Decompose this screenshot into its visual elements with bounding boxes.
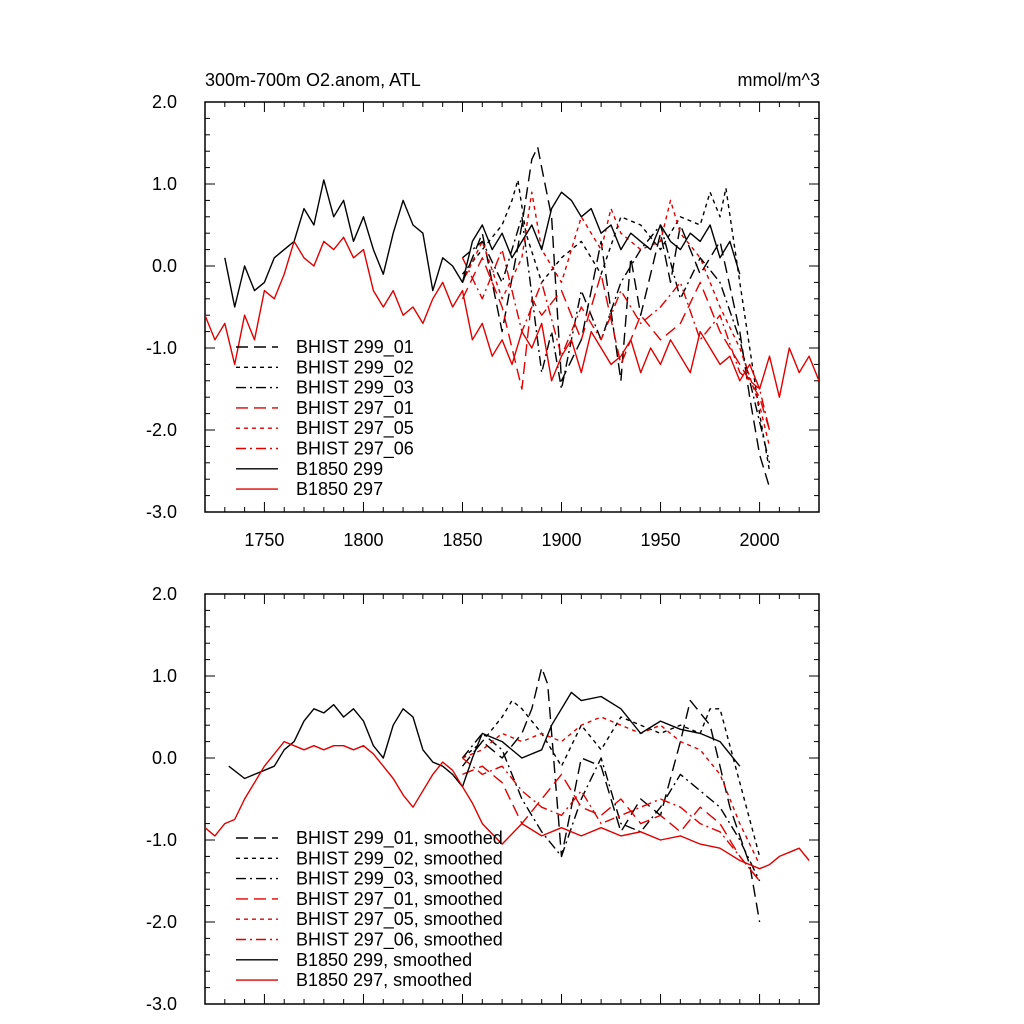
y-tick-label: -3.0 <box>146 502 177 522</box>
units-label: mmol/m^3 <box>738 70 820 90</box>
y-tick-label: -1.0 <box>146 338 177 358</box>
series-line-1 <box>462 699 761 857</box>
axis-ticks: 1750 1800 1850 1900 1950 2000 2.0 1.0 0.0 -1.0 -2.… <box>146 92 820 550</box>
x-tick-label: 1800 <box>343 530 383 550</box>
legend-label: BHIST 299_03 <box>296 378 414 399</box>
legend-label: BHIST 299_01, smoothed <box>296 828 503 849</box>
series-line-2 <box>462 216 771 463</box>
legend-label: B1850 297, smoothed <box>296 970 472 990</box>
legend-label: B1850 299, smoothed <box>296 950 472 970</box>
y-tick-label: 0.0 <box>152 256 177 276</box>
y-tick-label: 2.0 <box>152 92 177 112</box>
series-line-3 <box>461 257 771 431</box>
y-tick-label: 1.0 <box>152 666 177 686</box>
legend-label: B1850 299 <box>296 459 383 479</box>
legend-label: BHIST 299_01 <box>296 337 414 358</box>
legend-label: BHIST 297_05 <box>296 418 414 439</box>
axis-ticks: 2.0 1.0 0.0 -1.0 -2.0 -3.0 <box>146 584 820 1014</box>
legend-label: BHIST 299_02, smoothed <box>296 848 503 869</box>
x-tick-label: 2000 <box>740 530 780 550</box>
series-line-5 <box>461 248 771 431</box>
series-line-7 <box>205 740 810 870</box>
series-line-4 <box>461 191 771 447</box>
legend-label: BHIST 297_06, smoothed <box>296 930 503 951</box>
series-line-4 <box>462 716 761 865</box>
y-tick-label: -1.0 <box>146 830 177 850</box>
legend-label: BHIST 297_06 <box>296 439 414 460</box>
plot-frame <box>204 593 820 1005</box>
y-tick-label: 2.0 <box>152 584 177 604</box>
x-tick-label: 1950 <box>641 530 681 550</box>
x-tick-label: 1850 <box>442 530 482 550</box>
legend-label: BHIST 299_03, smoothed <box>296 869 503 890</box>
plot-frame <box>204 101 820 513</box>
y-tick-label: -2.0 <box>146 420 177 440</box>
legend-label: BHIST 299_02 <box>296 357 414 378</box>
series-lines <box>205 146 819 488</box>
series-line-6 <box>228 691 741 788</box>
chart-title: 300m-700m O2.anom, ATL <box>205 70 421 90</box>
bottom-panel: 2.0 1.0 0.0 -1.0 -2.0 -3.0 BHIST 299_01, smoo… <box>146 584 820 1014</box>
legend-label: BHIST 297_01 <box>296 398 414 419</box>
series-line-7 <box>205 236 819 398</box>
x-tick-label: 1750 <box>244 530 284 550</box>
y-tick-label: 1.0 <box>152 174 177 194</box>
legend-label: BHIST 297_01, smoothed <box>296 889 503 910</box>
y-tick-label: -3.0 <box>146 994 177 1014</box>
top-panel: 300m-700m O2.anom, ATL mmol/m^3 1750 1800… <box>146 70 820 550</box>
series-line-6 <box>224 179 741 308</box>
series-line-5 <box>462 757 761 882</box>
y-tick-label: 0.0 <box>152 748 177 768</box>
series-lines <box>205 667 810 923</box>
series-line-3 <box>462 765 761 882</box>
x-tick-label: 1900 <box>541 530 581 550</box>
legend-label: B1850 297 <box>296 479 383 499</box>
y-tick-label: -2.0 <box>146 912 177 932</box>
series-line-2 <box>461 732 761 882</box>
series-line-0 <box>461 667 761 923</box>
series-line-0 <box>461 146 771 488</box>
legend-label: BHIST 297_05, smoothed <box>296 909 503 930</box>
